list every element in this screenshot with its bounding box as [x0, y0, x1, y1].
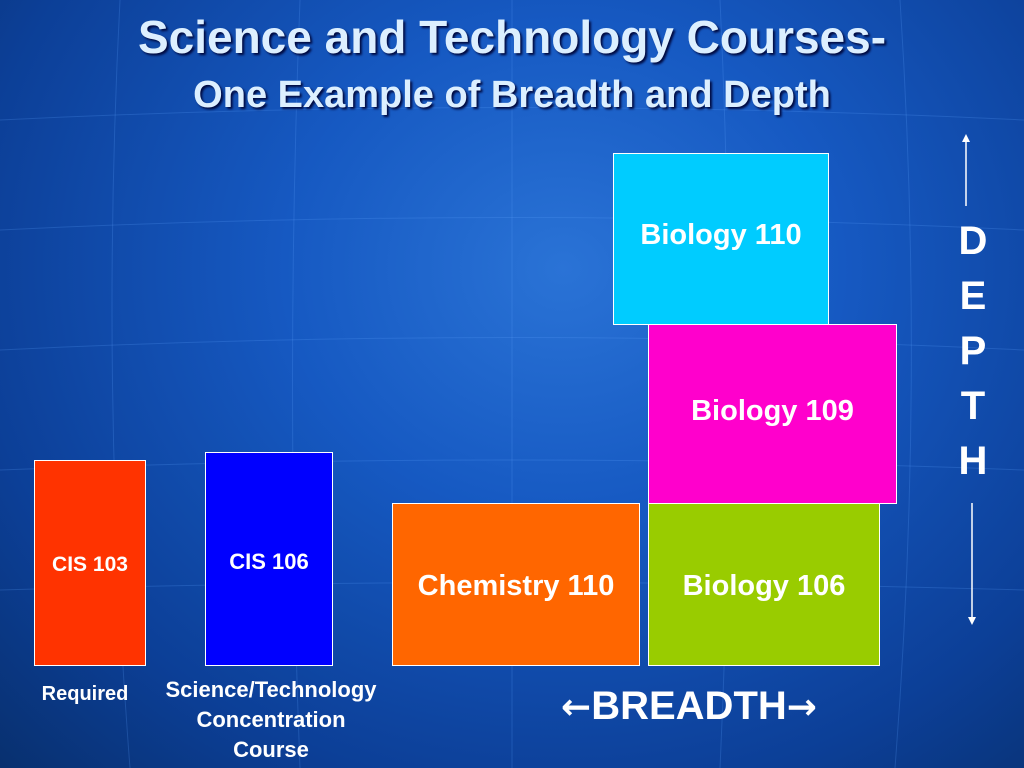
slide-title: Science and Technology Courses-	[137, 11, 887, 63]
caption-line: Science/Technology	[165, 677, 377, 702]
depth-letter: T	[960, 384, 986, 428]
caption-line: Concentration	[196, 707, 346, 732]
course-box-cis-103: CIS 103	[34, 460, 146, 666]
course-box-chemistry-110: Chemistry 110	[392, 503, 640, 666]
arrow-right-icon: →	[786, 687, 817, 728]
course-label: Biology 110	[640, 218, 802, 251]
depth-letter: H	[958, 439, 988, 483]
course-label: Chemistry 110	[417, 570, 615, 602]
depth-letter: D	[958, 219, 988, 263]
course-label: Biology 109	[691, 394, 854, 427]
caption-concentration: Science/Technology Concentration Course	[140, 675, 402, 765]
course-box-biology-110: Biology 110	[613, 153, 829, 325]
course-box-biology-106: Biology 106	[648, 503, 880, 666]
course-box-cis-106: CIS 106	[205, 452, 333, 666]
course-label: CIS 106	[229, 549, 309, 574]
course-box-biology-109: Biology 109	[648, 324, 897, 504]
caption-line: Course	[233, 737, 309, 762]
course-label: CIS 103	[52, 552, 128, 576]
depth-letter: E	[959, 274, 987, 318]
depth-arrow-up-icon	[962, 134, 970, 206]
slide-subtitle: One Example of Breadth and Depth	[193, 74, 831, 116]
arrow-left-icon: ←	[561, 687, 592, 728]
course-label: Biology 106	[682, 570, 846, 602]
depth-letter: P	[959, 329, 987, 373]
depth-arrow-down-icon	[968, 503, 976, 625]
caption-required: Required	[41, 683, 129, 705]
breadth-label: ←BREADTH→	[524, 684, 854, 729]
breadth-text: BREADTH	[591, 684, 787, 728]
